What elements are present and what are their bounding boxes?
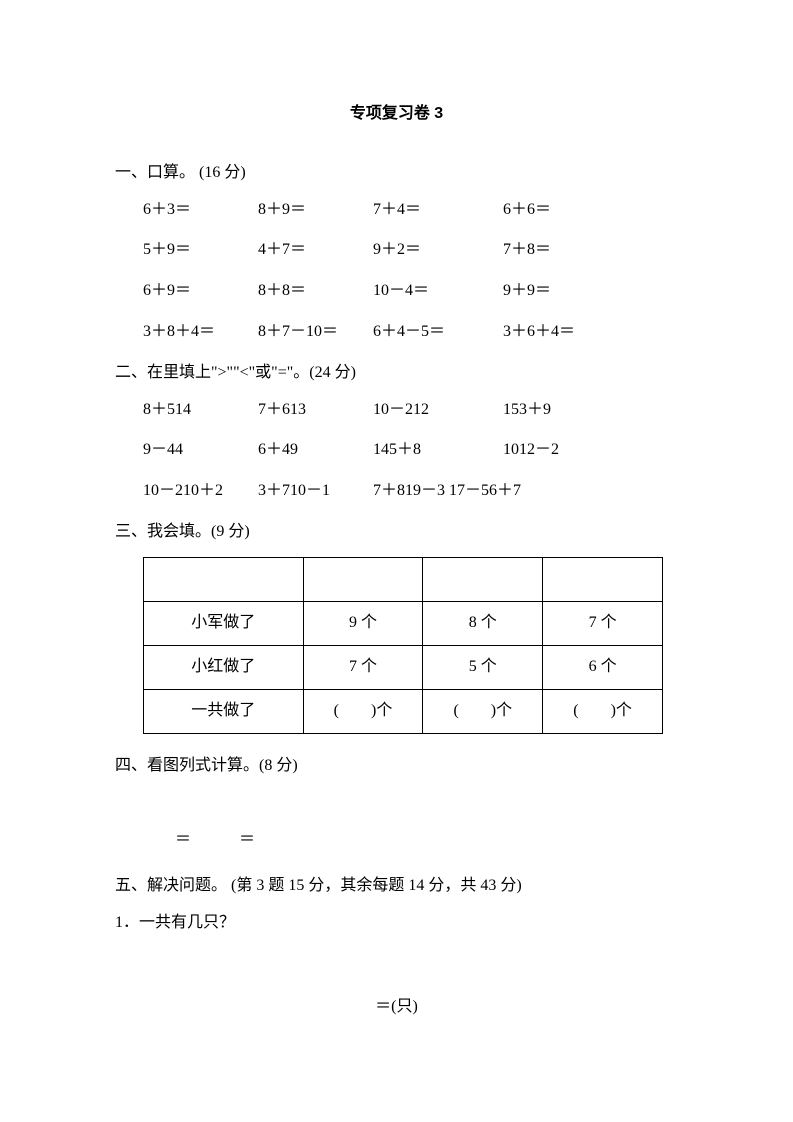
- section-5-head: 五、解决问题。 (第 3 题 15 分，其余每题 14 分，共 43 分): [115, 872, 678, 901]
- table-cell: ( )个: [423, 689, 543, 733]
- cell: 1012－2: [503, 436, 623, 465]
- cell: 153＋9: [503, 396, 623, 425]
- cell: 8＋7－10＝: [258, 318, 373, 347]
- cell: 9＋2＝: [373, 236, 503, 265]
- table-row: [144, 557, 663, 601]
- table-cell: [423, 557, 543, 601]
- s1-row-0: 6＋3＝ 8＋9＝ 7＋4＝ 6＋6＝: [115, 196, 678, 225]
- cell: 10－212: [373, 396, 503, 425]
- cell: 8＋9＝: [258, 196, 373, 225]
- cell: 9＋9＝: [503, 277, 623, 306]
- cell: 8＋8＝: [258, 277, 373, 306]
- equation-line: ＝ ＝: [115, 826, 678, 855]
- cell: 6＋3＝: [143, 196, 258, 225]
- table-cell: [144, 557, 304, 601]
- s2-row-1: 9－44 6＋49 145＋8 1012－2: [115, 436, 678, 465]
- table-cell: 5 个: [423, 645, 543, 689]
- question-1: 1．一共有几只？: [115, 909, 678, 938]
- table-cell: 9 个: [303, 601, 423, 645]
- s1-row-2: 6＋9＝ 8＋8＝ 10－4＝ 9＋9＝: [115, 277, 678, 306]
- section-4-head: 四、看图列式计算。(8 分): [115, 752, 678, 781]
- table-cell: ( )个: [543, 689, 663, 733]
- cell: 7＋8＝: [503, 236, 623, 265]
- table-cell: 7 个: [303, 645, 423, 689]
- cell: 3＋6＋4＝: [503, 318, 623, 347]
- table-row: 小红做了 7 个 5 个 6 个: [144, 645, 663, 689]
- section-1: 一、口算。 (16 分) 6＋3＝ 8＋9＝ 7＋4＝ 6＋6＝ 5＋9＝ 4＋…: [115, 159, 678, 347]
- cell: 4＋7＝: [258, 236, 373, 265]
- cell: 6＋49: [258, 436, 373, 465]
- cell: 5＋9＝: [143, 236, 258, 265]
- table-row: 小军做了 9 个 8 个 7 个: [144, 601, 663, 645]
- table-cell: 8 个: [423, 601, 543, 645]
- answer-line: ＝(只): [115, 993, 678, 1022]
- table-cell: ( )个: [303, 689, 423, 733]
- section-2-head: 二、在里填上">""<"或"="。(24 分): [115, 359, 678, 388]
- s1-row-3: 3＋8＋4＝ 8＋7－10＝ 6＋4－5＝ 3＋6＋4＝: [115, 318, 678, 347]
- cell: 6＋6＝: [503, 196, 623, 225]
- cell: 3＋710－1: [258, 477, 373, 506]
- cell: 6＋9＝: [143, 277, 258, 306]
- s2-row-0: 8＋514 7＋613 10－212 153＋9: [115, 396, 678, 425]
- cell: 7＋4＝: [373, 196, 503, 225]
- table-cell: 7 个: [543, 601, 663, 645]
- section-2: 二、在里填上">""<"或"="。(24 分) 8＋514 7＋613 10－2…: [115, 359, 678, 506]
- section-3-head: 三、我会填。(9 分): [115, 518, 678, 547]
- cell: 8＋514: [143, 396, 258, 425]
- cell: 145＋8: [373, 436, 503, 465]
- section-1-head: 一、口算。 (16 分): [115, 159, 678, 188]
- table-row: 一共做了 ( )个 ( )个 ( )个: [144, 689, 663, 733]
- table-cell: [303, 557, 423, 601]
- section-4: 四、看图列式计算。(8 分) ＝ ＝: [115, 752, 678, 855]
- table-cell: 6 个: [543, 645, 663, 689]
- s1-row-1: 5＋9＝ 4＋7＝ 9＋2＝ 7＋8＝: [115, 236, 678, 265]
- cell: 3＋8＋4＝: [143, 318, 258, 347]
- table-cell: 小红做了: [144, 645, 304, 689]
- s2-row-2: 10－210＋2 3＋710－1 7＋819－3 17－56＋7: [115, 477, 678, 506]
- cell: 9－44: [143, 436, 258, 465]
- section-5: 五、解决问题。 (第 3 题 15 分，其余每题 14 分，共 43 分) 1．…: [115, 872, 678, 1021]
- fill-table: 小军做了 9 个 8 个 7 个 小红做了 7 个 5 个 6 个 一共做了 (…: [143, 557, 663, 734]
- cell: 6＋4－5＝: [373, 318, 503, 347]
- table-cell: [543, 557, 663, 601]
- cell: 7＋613: [258, 396, 373, 425]
- page-title: 专项复习卷 3: [115, 100, 678, 129]
- cell: 7＋819－3 17－56＋7: [373, 477, 521, 506]
- table-cell: 一共做了: [144, 689, 304, 733]
- cell: 10－210＋2: [143, 477, 258, 506]
- section-3: 三、我会填。(9 分) 小军做了 9 个 8 个 7 个 小红做了 7 个 5 …: [115, 518, 678, 734]
- cell: 10－4＝: [373, 277, 503, 306]
- table-cell: 小军做了: [144, 601, 304, 645]
